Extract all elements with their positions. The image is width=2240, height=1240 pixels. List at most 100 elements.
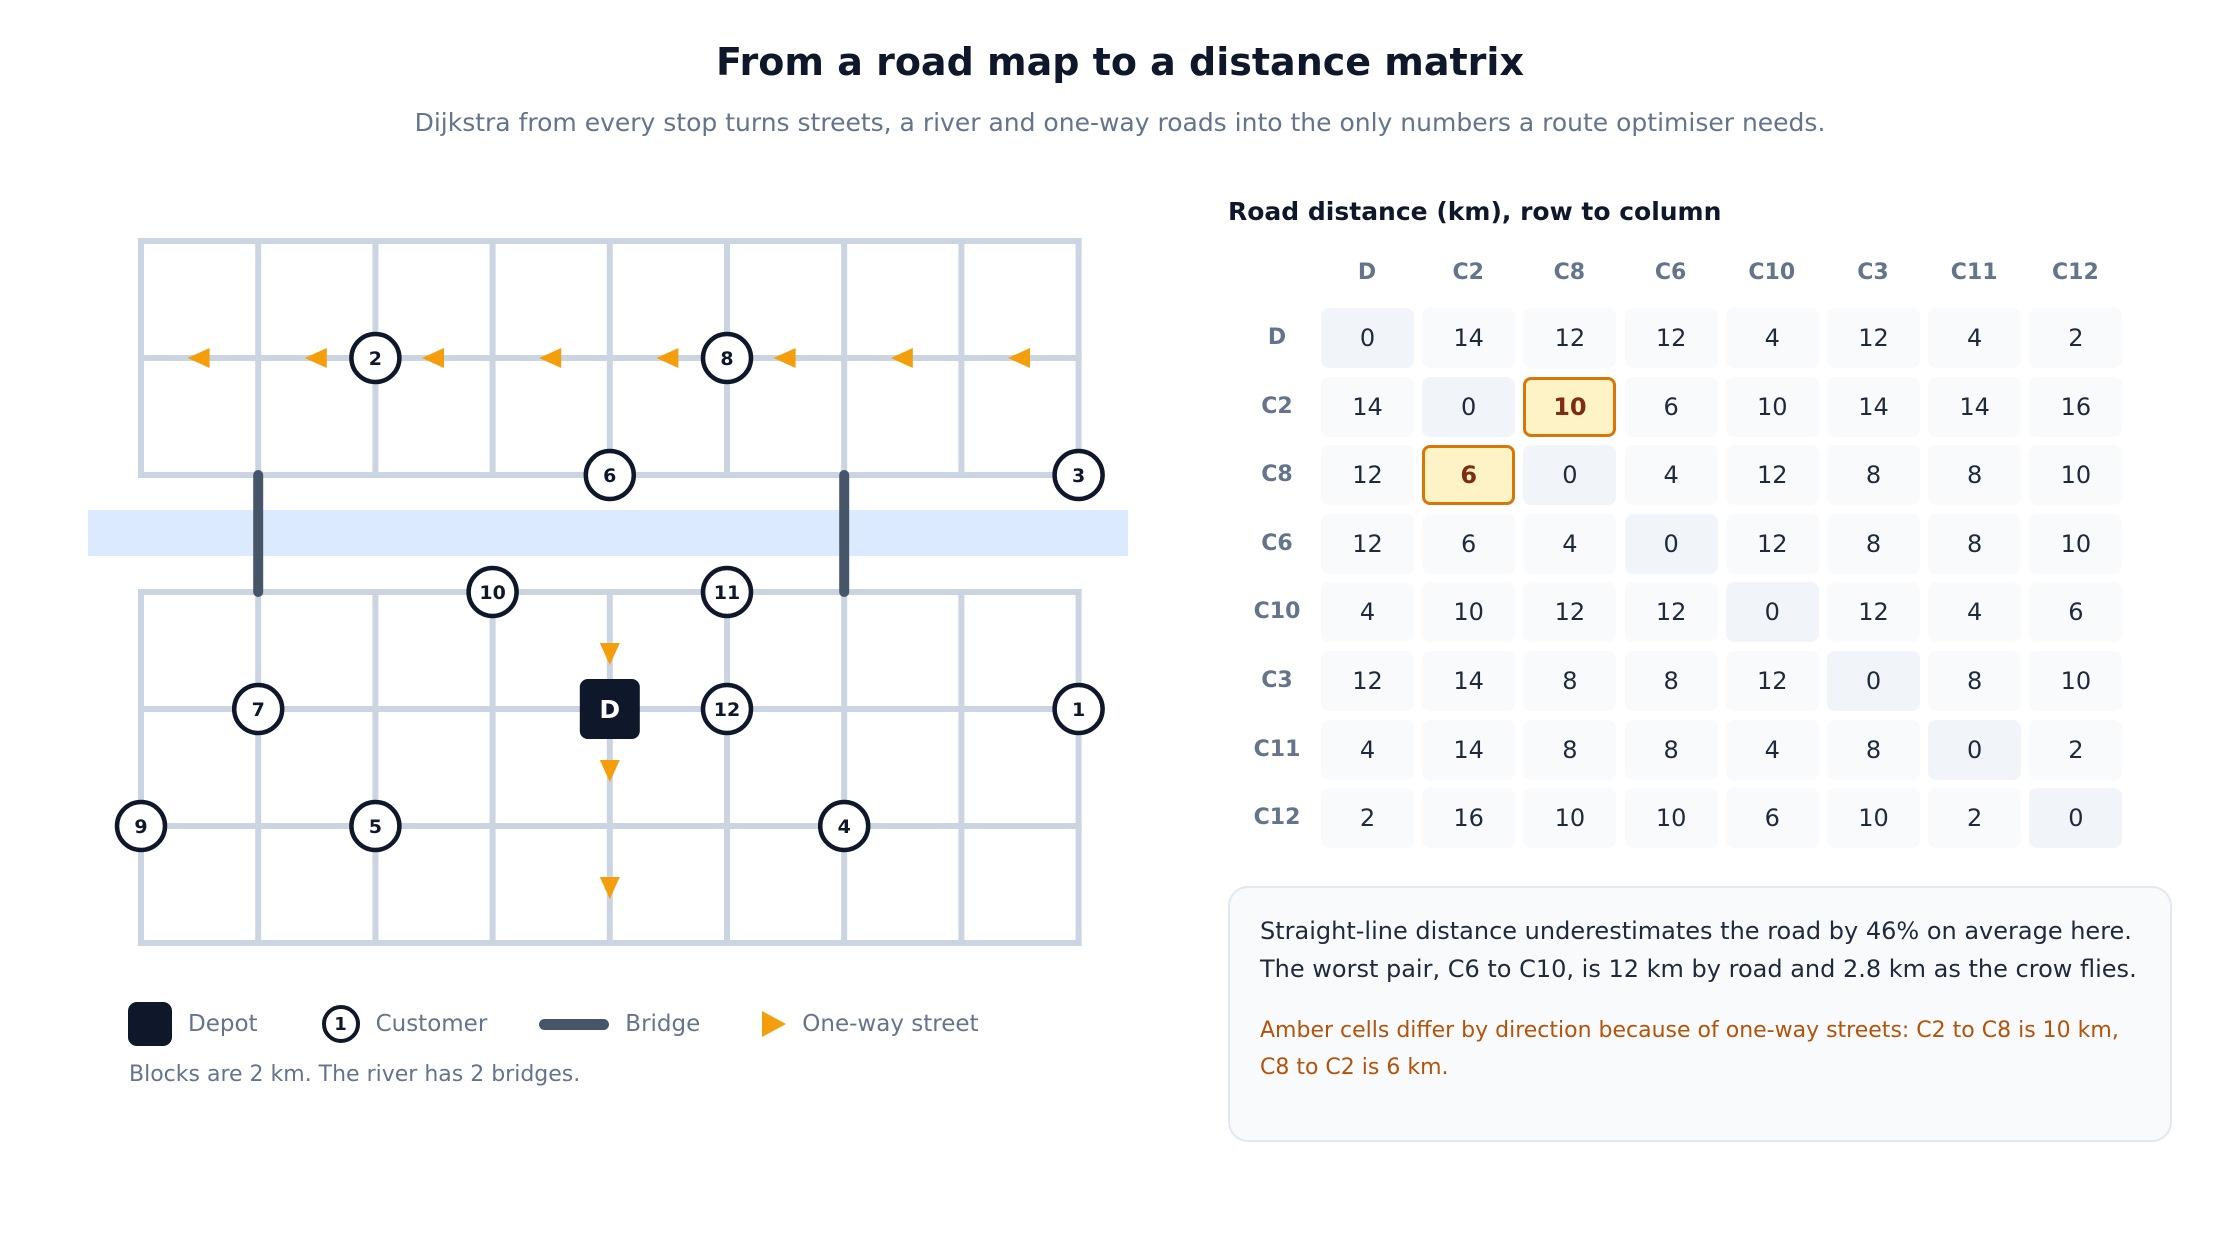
customer-label: 12 [714, 699, 740, 721]
matrix-cell: 6 [1422, 513, 1516, 574]
matrix-row-header: C2 [1261, 393, 1293, 419]
legend-customer-label: Customer [375, 1011, 488, 1037]
matrix-cell: 8 [1827, 719, 1920, 780]
matrix-cell: 2 [1928, 788, 2022, 849]
matrix-row-header: C11 [1253, 736, 1301, 762]
customer-label: 1 [1072, 699, 1085, 721]
matrix-col-header: C3 [1857, 260, 1889, 285]
matrix-col-header: D [1357, 260, 1377, 285]
legend-bridge-label: Bridge [625, 1011, 701, 1037]
matrix-cell: 2 [2029, 719, 2123, 780]
matrix-cell: 8 [1523, 651, 1617, 711]
matrix-row-header: C10 [1253, 599, 1301, 625]
customer-label: 3 [1072, 465, 1085, 487]
legend-depot-label: Depot [188, 1011, 258, 1037]
customer-node: 6 [583, 448, 637, 502]
matrix-cell: 8 [1523, 719, 1617, 780]
matrix-cell: 0 [1624, 513, 1718, 574]
customer-marker [1052, 682, 1105, 736]
matrix-cell: 0 [2029, 788, 2123, 849]
matrix-cell: 12 [1523, 308, 1617, 368]
matrix-col-header: C8 [1553, 260, 1586, 285]
matrix-cell: 0 [1422, 376, 1516, 437]
matrix-cell: 4 [1725, 719, 1819, 780]
legend-bridge: Bridge [539, 1011, 700, 1037]
customer-label: 2 [369, 348, 382, 370]
matrix-cell: 10 [1624, 788, 1718, 849]
matrix-cell: 4 [1928, 582, 2022, 643]
matrix-cell: 10 [2029, 513, 2123, 574]
matrix-cell: 8 [1827, 445, 1920, 506]
matrix-cell: 8 [1928, 651, 2022, 711]
customer-node: 5 [349, 799, 402, 853]
matrix-cell: 10 [1725, 376, 1819, 437]
matrix-cell: 12 [1725, 651, 1819, 711]
matrix-cell: 6 [2029, 582, 2123, 643]
customer-marker [1052, 448, 1105, 502]
one-way-arrow [1008, 348, 1030, 368]
matrix-col-header: C12 [2052, 260, 2099, 285]
page-title: From a road map to a distance matrix [716, 40, 1524, 84]
matrix-cell: 10 [1523, 788, 1617, 849]
matrix-cell: 0 [1523, 445, 1617, 506]
bridges [253, 470, 850, 597]
bridge-icon [539, 1018, 610, 1030]
map-caption: Blocks are 2 km. The river has 2 bridges… [129, 1062, 581, 1087]
insight-note: Straight-line distance underestimates th… [1228, 886, 2172, 1142]
depot-icon [128, 1002, 172, 1046]
matrix-cell: 8 [1624, 651, 1718, 711]
matrix-col-header: C2 [1452, 260, 1484, 285]
matrix-cell: 12 [1827, 582, 1920, 643]
depot-node: D [579, 679, 640, 739]
matrix-cell: 12 [1725, 445, 1819, 506]
customer-marker [817, 799, 871, 853]
matrix-cell: 12 [1523, 582, 1617, 643]
map-legend: Depot 1 Customer Bridge One-way street [128, 1000, 979, 1048]
customer-node: 7 [231, 682, 285, 736]
one-way-arrows [187, 348, 1030, 899]
one-way-arrow [599, 642, 620, 665]
street-grid [138, 238, 1082, 946]
one-way-arrow [304, 348, 327, 368]
customer-label: 10 [479, 582, 505, 604]
matrix-row-header: C6 [1261, 530, 1293, 556]
customer-node: 11 [700, 565, 754, 619]
depot-marker [579, 679, 640, 739]
customer-label: 9 [134, 816, 147, 838]
customer-label: 4 [838, 816, 851, 838]
customer-marker [700, 682, 754, 736]
one-way-arrow [599, 876, 620, 899]
customer-node: 9 [114, 799, 168, 853]
matrix-cell: 4 [1928, 308, 2022, 368]
legend-customer: 1 Customer [321, 1005, 488, 1043]
note-main-text: Straight-line distance underestimates th… [1260, 917, 2137, 983]
matrix-cell: 8 [1928, 513, 2022, 574]
matrix-cell: 6 [1725, 788, 1819, 849]
one-way-arrow [599, 759, 620, 782]
customer-node: 10 [466, 565, 519, 619]
matrix-cell: 12 [1321, 445, 1414, 506]
matrix-cell: 4 [1321, 719, 1414, 780]
customer-node: 2 [349, 331, 402, 385]
matrix-cell: 12 [1321, 651, 1414, 711]
matrix-cell: 0 [1827, 651, 1920, 711]
matrix-cell: 4 [1624, 445, 1718, 506]
matrix-cell: 4 [1725, 308, 1819, 368]
matrix-cell: 2 [2029, 308, 2123, 368]
matrix-cell: 4 [1523, 513, 1617, 574]
customer-marker [700, 331, 754, 385]
matrix-row-header: C12 [1253, 805, 1301, 831]
customer-label: 7 [252, 699, 265, 721]
matrix-col-header: C6 [1654, 260, 1687, 285]
river [88, 510, 1128, 556]
matrix-cell: 8 [1928, 445, 2022, 506]
matrix-cell: 14 [1422, 651, 1516, 711]
matrix-title: Road distance (km), row to column [1228, 197, 1722, 226]
customer-marker [466, 565, 519, 619]
matrix-cell: 8 [1624, 719, 1718, 780]
matrix-cell: 4 [1321, 582, 1414, 643]
customer-node: 1 [1052, 682, 1105, 736]
matrix-cell: 6 [1624, 376, 1718, 437]
